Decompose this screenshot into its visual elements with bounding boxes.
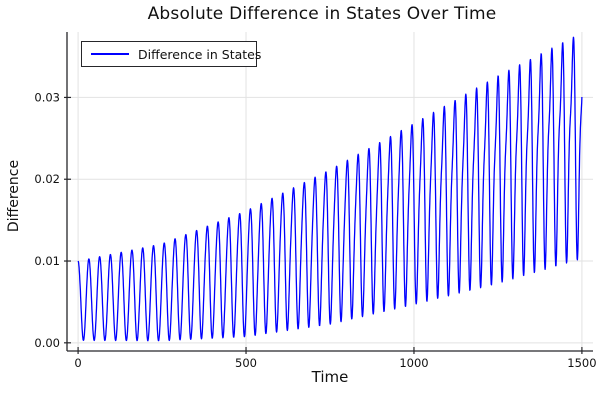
legend-line-sample-icon — [91, 53, 129, 55]
x-tick-label: 500 — [235, 356, 257, 370]
legend-label: Difference in States — [138, 46, 262, 62]
y-tick-label: 0.01 — [34, 254, 60, 268]
difference-line — [77, 36, 583, 342]
x-tick-label: 1000 — [399, 356, 428, 370]
x-tick-label: 0 — [74, 356, 81, 370]
chart-title: Absolute Difference in States Over Time — [147, 4, 497, 24]
x-tick-label: 1500 — [567, 356, 596, 370]
y-tick-label: 0.00 — [34, 336, 60, 350]
y-tick-label: 0.02 — [34, 172, 60, 186]
gridlines — [67, 32, 593, 351]
tick-marks — [64, 96, 583, 354]
legend-box: Difference in States — [81, 41, 261, 67]
y-tick-label: 0.03 — [34, 90, 60, 104]
x-axis-label: Time — [311, 368, 349, 386]
axis-spines — [66, 32, 593, 352]
tick-labels: 0 500 1000 1500 0.00 0.01 0.02 0.03 — [34, 90, 596, 370]
